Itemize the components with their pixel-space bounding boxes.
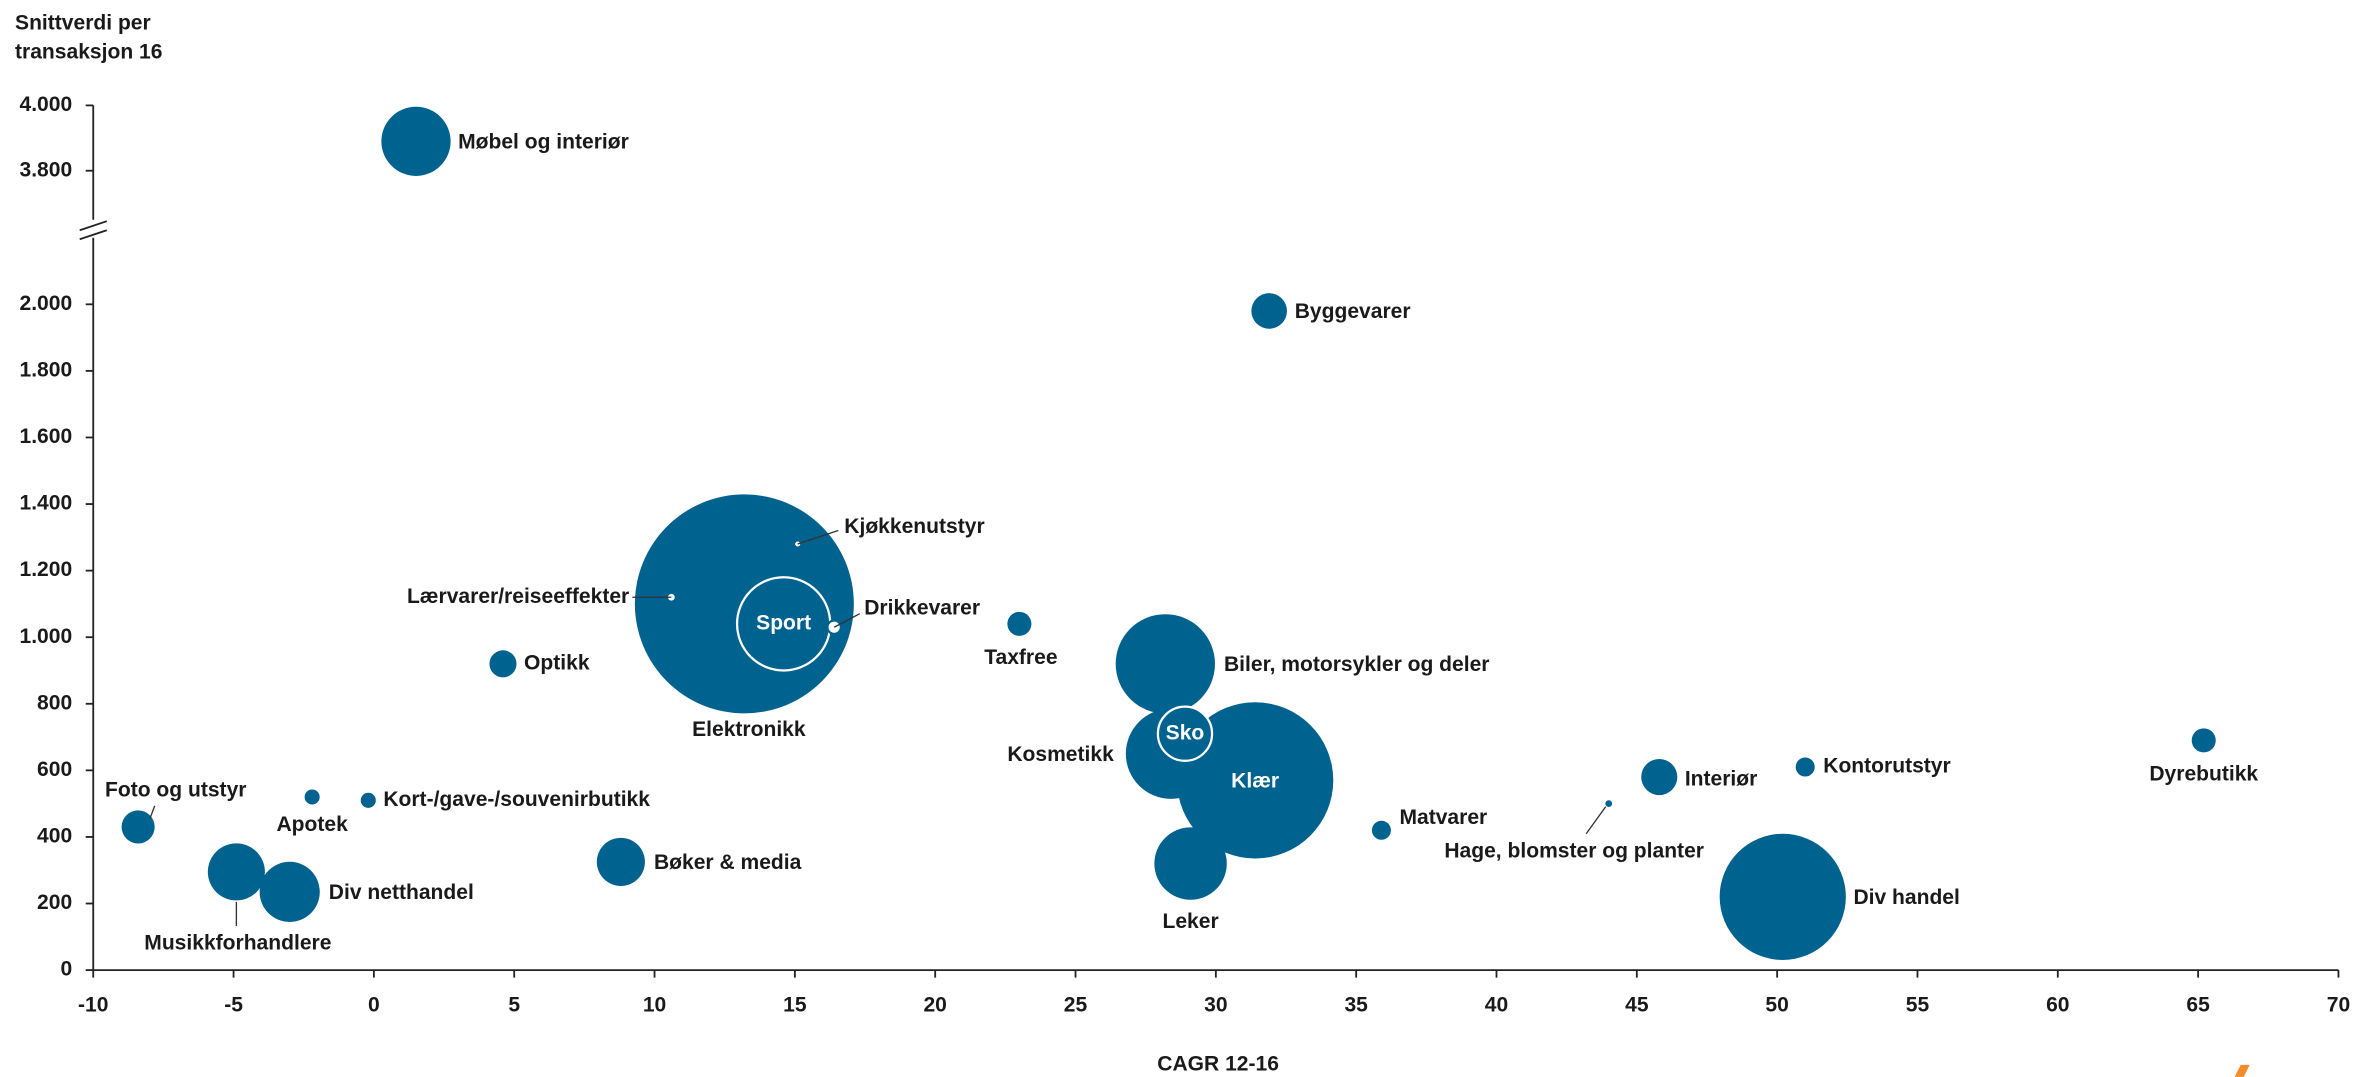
x-tick-label: 40 [1485,994,1508,1017]
bubble-label: Hage, blomster og planter [1444,839,1704,862]
bubble [1641,758,1678,796]
y-tick-label: 600 [37,758,72,781]
y-tick-label: 200 [37,891,72,914]
bubble [1371,820,1391,840]
bubble [259,861,320,922]
bubble [304,789,320,805]
bubble-label: Leker [1162,910,1218,933]
bubble [1795,757,1815,777]
y-axis-title: transaksjon 16 [15,40,162,63]
bubble [1719,833,1846,960]
bubble-label: Matvarer [1399,806,1487,829]
y-axis-title: Snittverdi per [15,12,151,35]
x-tick-label: 0 [368,994,380,1017]
x-axis-title: CAGR 12-16 [1157,1052,1279,1075]
bubble-label: Taxfree [984,646,1057,669]
bubble-label: Sko [1166,721,1205,744]
bubble [381,106,451,176]
x-tick-label: 20 [923,994,946,1017]
bubble [1156,705,1214,762]
x-tick-label: 60 [2046,994,2069,1017]
leader-line [1585,806,1607,835]
bubble [1154,827,1227,900]
y-tick-label: 1.000 [20,625,73,648]
bubble-label: Optikk [524,651,590,674]
logo-mark [2234,1064,2250,1077]
bubble [121,810,155,844]
bubble-label: Kosmetikk [1007,743,1114,766]
leader-line [149,805,156,819]
bubble [360,792,376,808]
bubble-label: Foto og utstyr [105,778,246,801]
bubble [207,843,265,901]
x-tick-label: 30 [1204,994,1227,1017]
bubble [1115,614,1215,714]
y-tick-label: 1.800 [20,358,73,381]
bubble-label: Kontorutstyr [1823,755,1950,778]
bubble-label: Kjøkkenutstyr [844,515,984,538]
y-tick-label: 1.600 [20,425,73,448]
x-tick-label: 55 [1906,994,1930,1017]
bubble [1605,800,1613,808]
leader-line [833,613,861,628]
x-tick-label: 70 [2327,994,2350,1017]
bubble [1251,293,1287,329]
bubble-label: Sport [756,611,811,634]
bubble-label: Biler, motorsykler og deler [1224,653,1490,676]
axis-break [79,229,108,241]
bubble-label: Byggevarer [1295,300,1411,323]
bubble-label: Interiør [1685,768,1758,791]
bubble-label: Dyrebutikk [2149,763,2258,786]
x-tick-label: 5 [508,994,520,1017]
x-tick-label: -10 [78,994,108,1017]
x-tick-label: 50 [1765,994,1788,1017]
y-tick-label: 1.200 [20,558,73,581]
axis-break [79,220,108,232]
y-tick-label: 400 [37,825,72,848]
x-tick-label: -5 [224,994,243,1017]
bubble-label: Drikkevarer [864,597,980,620]
y-tick-label: 0 [60,958,72,981]
x-tick-label: 15 [783,994,807,1017]
x-tick-label: 10 [643,994,666,1017]
y-tick-label: 800 [37,691,72,714]
leader-line [797,529,839,545]
x-tick-label: 65 [2186,994,2210,1017]
x-tick-label: 25 [1064,994,1088,1017]
y-tick-label: 4.000 [20,93,73,116]
bubble [1007,611,1032,636]
bubble-label: Lærvarer/reiseeffekter [407,585,629,608]
bubble [489,650,517,678]
bubble [2191,728,2216,753]
bubble-label: Apotek [276,813,348,836]
bubble-label: Musikkforhandlere [144,932,331,955]
bubble-label: Div netthandel [329,881,474,904]
bubble-label: Møbel og interiør [458,130,629,153]
y-tick-label: 1.400 [20,492,73,515]
y-tick-label: 3.800 [20,158,73,181]
bubble-label: Kort-/gave-/souvenirbutikk [383,788,650,811]
x-tick-label: 45 [1625,994,1649,1017]
bubble-label: Elektronikk [692,718,806,741]
bubble [1176,702,1334,859]
x-tick-label: 35 [1344,994,1368,1017]
bubble-label: Klær [1231,769,1279,792]
bubble-label: Bøker & media [654,851,802,874]
y-tick-label: 2.000 [20,292,73,315]
bubble [596,837,645,886]
bubble-label: Div handel [1853,886,1959,909]
